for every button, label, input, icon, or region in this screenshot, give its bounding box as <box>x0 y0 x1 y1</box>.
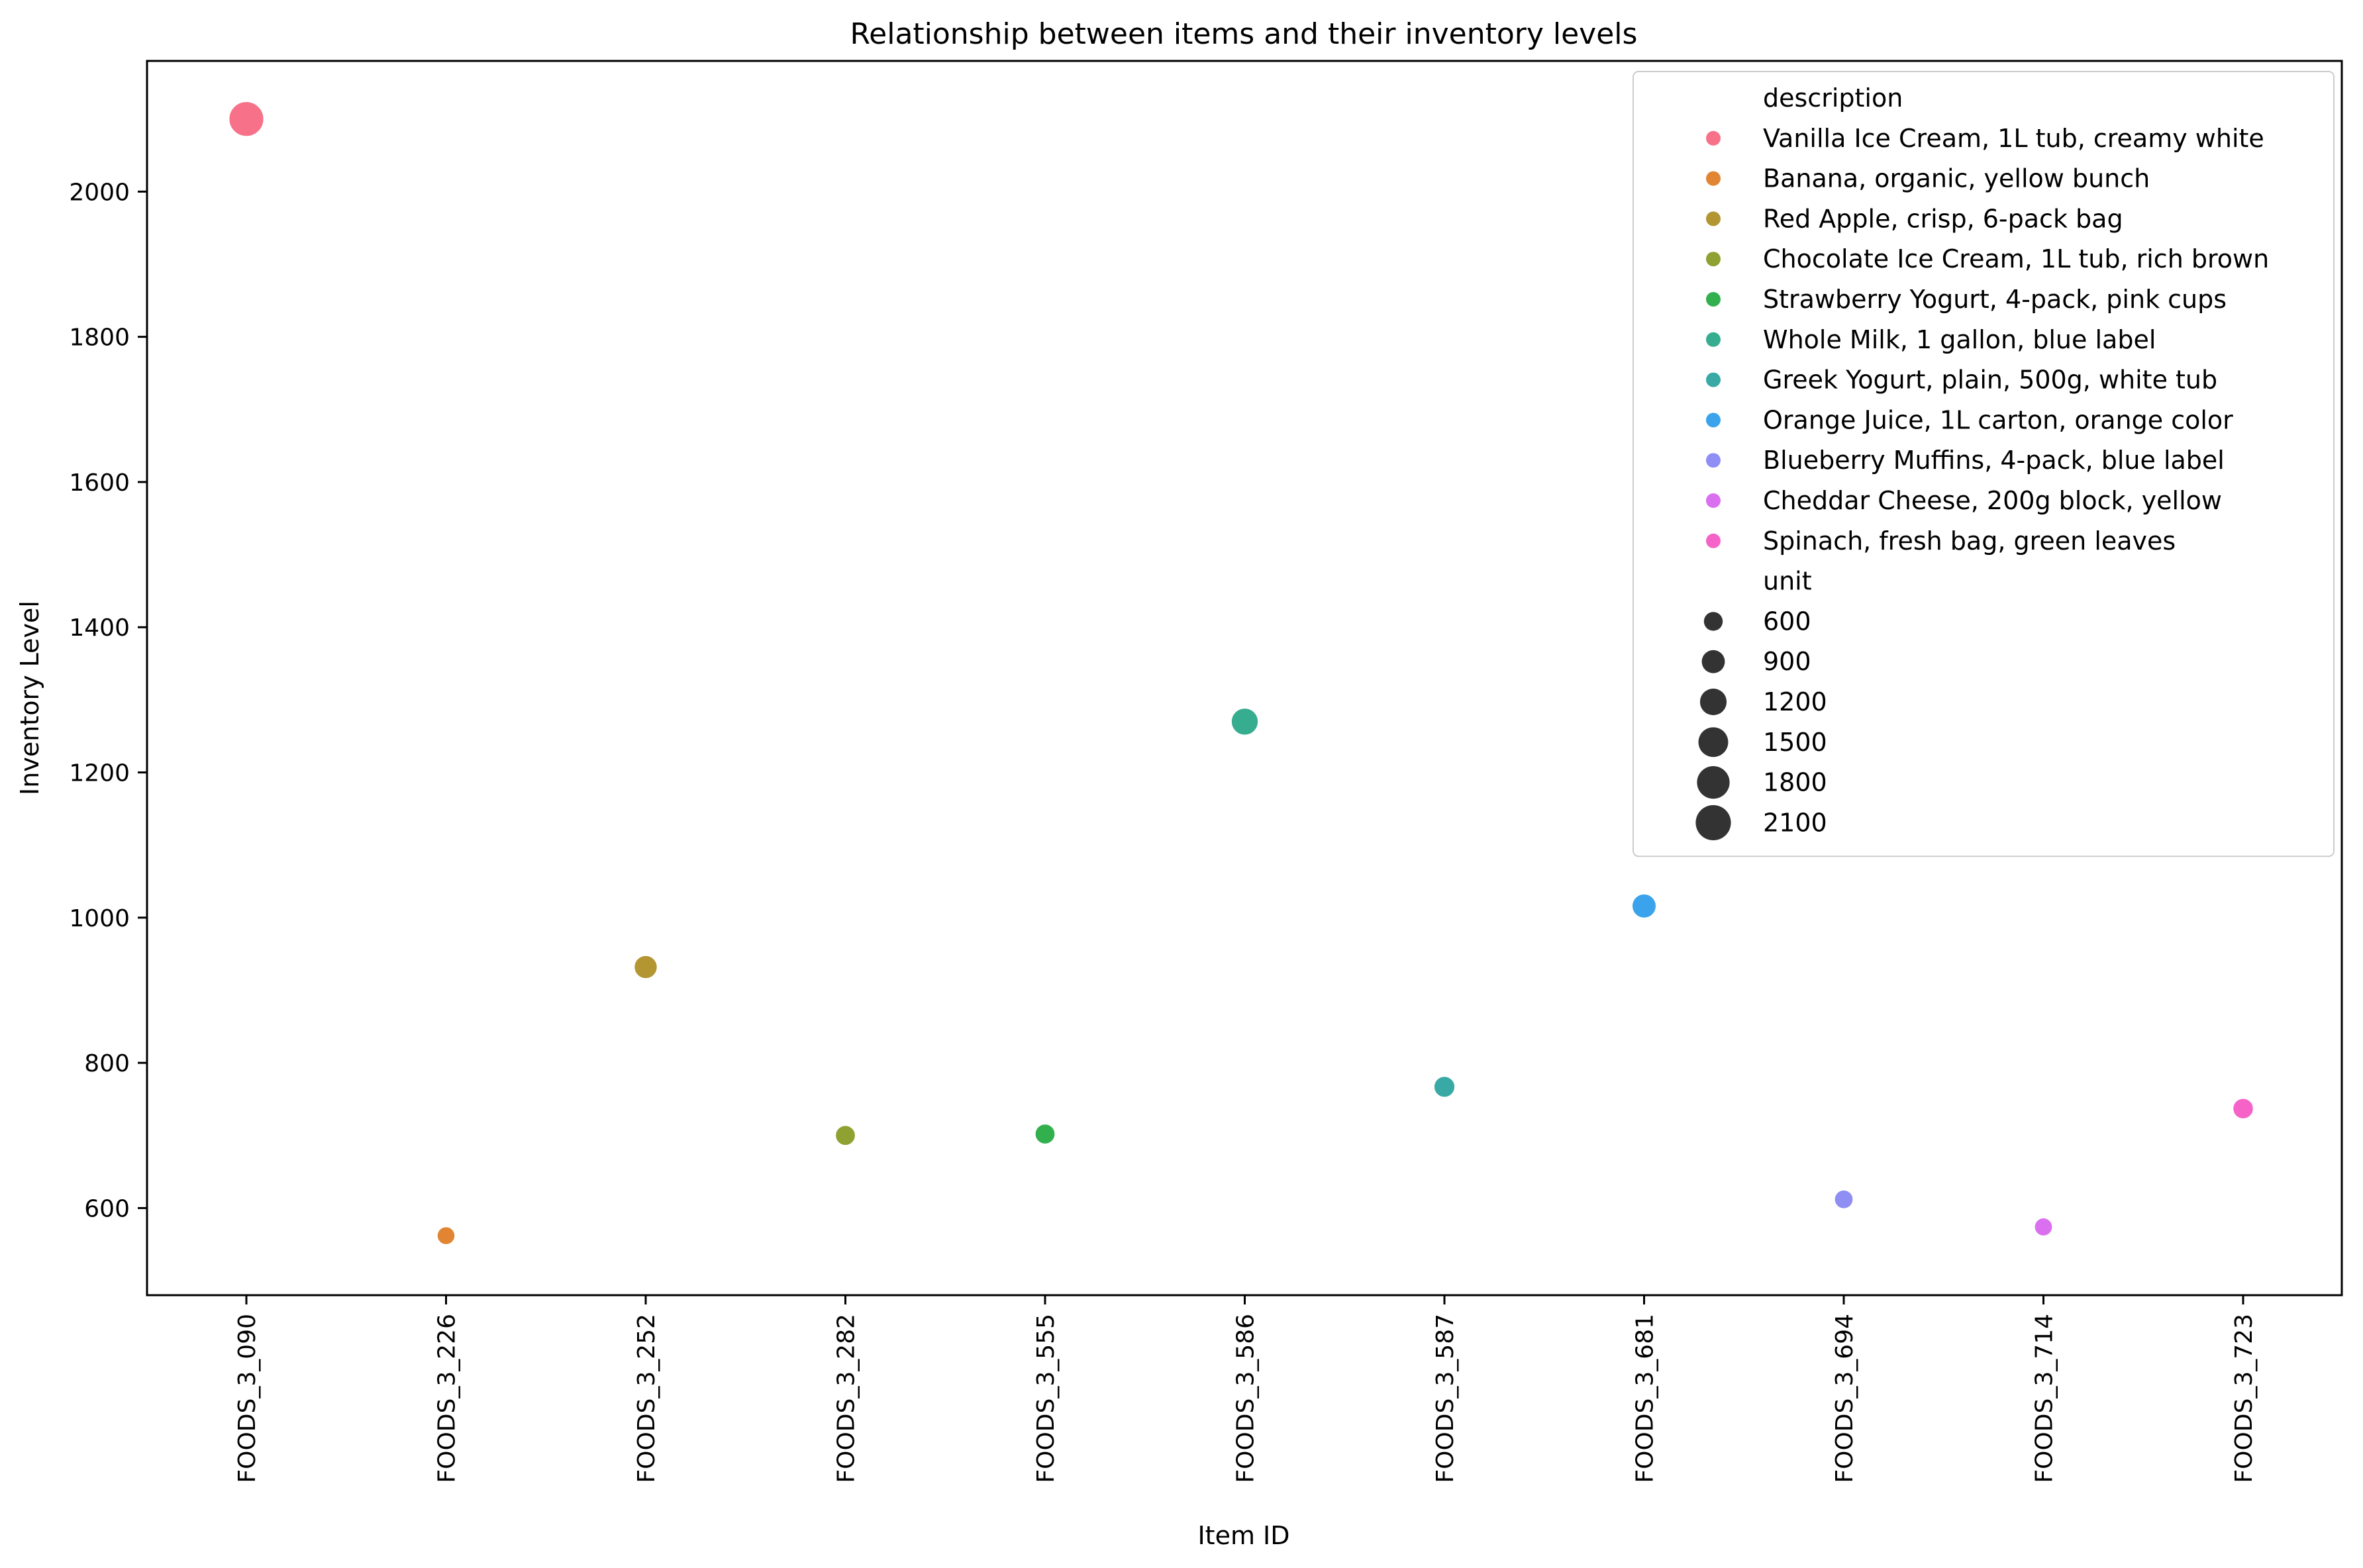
legend-hue-marker <box>1706 533 1721 548</box>
legend-hue-marker <box>1706 372 1721 387</box>
legend-size-label: 1800 <box>1763 768 1827 797</box>
legend-hue-label: Whole Milk, 1 gallon, blue label <box>1763 325 2156 354</box>
y-tick-label: 2000 <box>69 179 130 206</box>
legend-size-marker <box>1701 650 1725 673</box>
legend-size-label: 900 <box>1763 647 1811 676</box>
y-tick-label: 1000 <box>69 905 130 932</box>
data-point <box>1034 1123 1056 1145</box>
legend-size-marker <box>1697 765 1730 799</box>
x-tick-label: FOODS_3_587 <box>1432 1314 1459 1483</box>
data-point <box>228 101 265 138</box>
legend-hue-marker <box>1706 453 1721 468</box>
data-point <box>1230 707 1260 736</box>
x-tick-label: FOODS_3_090 <box>234 1314 261 1483</box>
y-tick-label: 1400 <box>69 614 130 642</box>
legend-hue-label: Greek Yogurt, plain, 500g, white tub <box>1763 366 2217 395</box>
legend-hue-label: Spinach, fresh bag, green leaves <box>1763 526 2176 556</box>
legend-hue-label: Red Apple, crisp, 6-pack bag <box>1763 204 2123 233</box>
legend-size-marker <box>1699 688 1727 716</box>
y-tick-label: 1200 <box>69 760 130 787</box>
x-tick-label: FOODS_3_586 <box>1232 1314 1260 1483</box>
legend-size-label: 2100 <box>1763 808 1827 837</box>
y-tick-label: 800 <box>84 1050 130 1077</box>
y-tick-label: 1600 <box>69 469 130 497</box>
data-point <box>2232 1097 2254 1120</box>
legend-hue-label: Cheddar Cheese, 200g block, yellow <box>1763 486 2222 515</box>
data-point <box>1433 1075 1456 1099</box>
legend-size-marker <box>1695 805 1731 840</box>
legend-hue-marker <box>1706 252 1721 267</box>
legend: description Vanilla Ice Cream, 1L tub, cr… <box>1633 71 2335 858</box>
legend-box <box>1633 71 2335 858</box>
legend-hue-marker <box>1706 332 1721 347</box>
y-tick-label: 600 <box>84 1195 130 1222</box>
data-point <box>1833 1189 1854 1210</box>
legend-size-marker <box>1698 727 1729 758</box>
x-tick-label: FOODS_3_681 <box>1632 1314 1659 1483</box>
data-point <box>1631 893 1657 919</box>
legend-hue-label: Strawberry Yogurt, 4-pack, pink cups <box>1763 285 2227 314</box>
x-tick-label: FOODS_3_282 <box>833 1314 860 1483</box>
legend-hue-label: Orange Juice, 1L carton, orange color <box>1763 405 2233 434</box>
legend-hue-marker <box>1706 211 1721 226</box>
x-tick-label: FOODS_3_252 <box>633 1314 660 1483</box>
legend-size-label: 1200 <box>1763 687 1827 716</box>
x-axis-label: Item ID <box>1197 1521 1289 1550</box>
x-tick-label: FOODS_3_714 <box>2031 1314 2058 1483</box>
legend-hue-marker <box>1706 413 1721 428</box>
legend-size-label: 600 <box>1763 607 1811 636</box>
legend-hue-marker <box>1706 493 1721 508</box>
legend-size-marker <box>1703 612 1723 631</box>
data-point <box>834 1124 856 1147</box>
plot-area: 600 800 1000 1200 1400 1600 1800 2000 FOODS_3_09… <box>69 60 2343 1483</box>
x-tick-label: FOODS_3_723 <box>2231 1314 2258 1483</box>
legend-hue-marker <box>1706 171 1721 186</box>
legend-size-title: unit <box>1763 567 1812 596</box>
legend-hue-label: Chocolate Ice Cream, 1L tub, rich brown <box>1763 244 2269 273</box>
legend-hue-marker <box>1706 292 1721 307</box>
legend-hue-label: Blueberry Muffins, 4-pack, blue label <box>1763 446 2225 475</box>
data-point <box>2033 1217 2054 1237</box>
y-tick-label: 1800 <box>69 324 130 352</box>
x-tick-label: FOODS_3_555 <box>1032 1314 1060 1483</box>
legend-hue-label: Banana, organic, yellow bunch <box>1763 164 2150 193</box>
x-tick-label: FOODS_3_694 <box>1831 1314 1858 1483</box>
data-point <box>633 954 658 980</box>
x-tick-label: FOODS_3_226 <box>434 1314 461 1483</box>
legend-size-label: 1500 <box>1763 728 1827 757</box>
legend-hue-label: Vanilla Ice Cream, 1L tub, creamy white <box>1763 124 2264 153</box>
legend-hue-marker <box>1706 130 1721 146</box>
legend-hue-title: description <box>1763 83 1903 113</box>
y-axis-label: Inventory Level <box>15 601 44 795</box>
data-point <box>436 1226 456 1246</box>
chart-title: Relationship between items and their inv… <box>850 17 1638 51</box>
